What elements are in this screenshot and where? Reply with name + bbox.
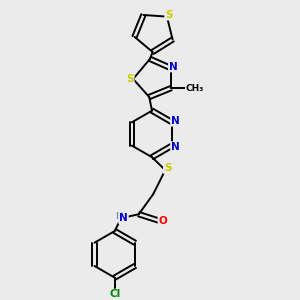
Text: N: N: [169, 61, 178, 71]
Text: S: S: [126, 74, 134, 84]
Text: Cl: Cl: [109, 290, 120, 299]
Text: N: N: [119, 213, 128, 223]
Text: S: S: [164, 163, 171, 173]
Text: CH₃: CH₃: [186, 84, 204, 93]
Text: N: N: [171, 116, 180, 126]
Text: S: S: [165, 10, 173, 20]
Text: H: H: [115, 212, 122, 221]
Text: N: N: [171, 142, 180, 152]
Text: O: O: [158, 216, 167, 226]
